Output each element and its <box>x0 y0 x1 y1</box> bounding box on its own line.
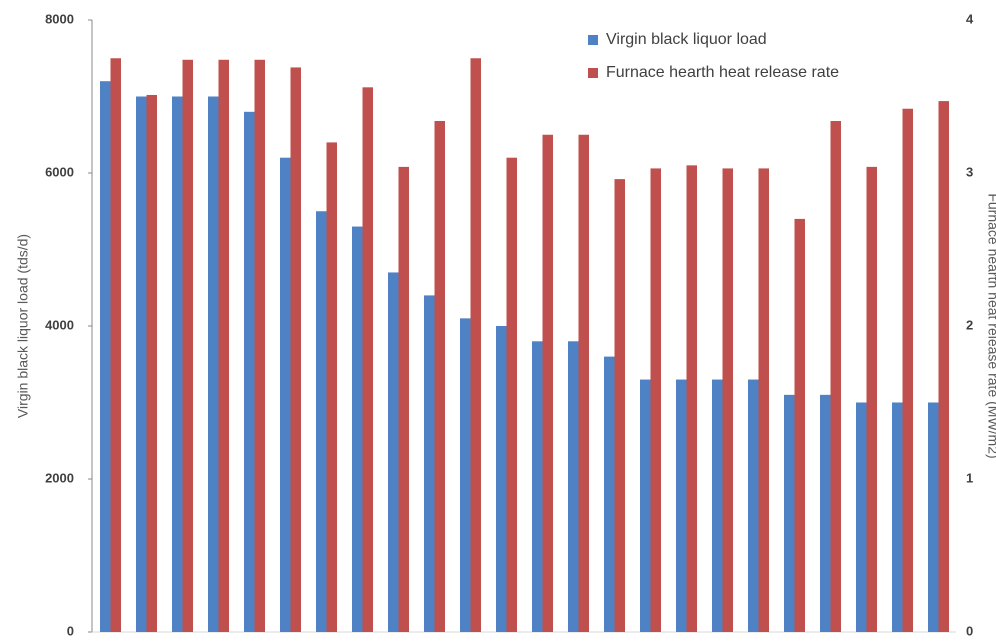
bar <box>614 179 625 632</box>
bar <box>686 165 697 632</box>
bar <box>928 402 939 632</box>
bar <box>568 341 579 632</box>
bar <box>784 394 795 632</box>
bar <box>388 272 399 632</box>
y2-tick-label: 4 <box>966 11 974 26</box>
bar <box>146 94 157 633</box>
legend-swatch <box>588 35 598 45</box>
y-axis-label: Virgin black liquor load (tds/d) <box>15 234 31 418</box>
bar <box>460 318 471 632</box>
bar <box>172 96 183 632</box>
y2-tick-label: 0 <box>966 623 973 638</box>
bar <box>316 211 327 632</box>
bar <box>434 120 445 632</box>
legend-label: Virgin black liquor load <box>606 31 767 48</box>
bar <box>218 59 229 632</box>
bar <box>578 134 589 632</box>
bar <box>136 96 147 632</box>
bar <box>110 58 121 632</box>
y-tick-label: 2000 <box>45 470 74 485</box>
bar <box>424 295 435 632</box>
bar <box>604 356 615 632</box>
bar <box>938 101 949 633</box>
bar <box>748 379 759 632</box>
bar <box>100 81 111 632</box>
bar <box>506 157 517 632</box>
bar <box>892 402 903 632</box>
bar <box>352 226 363 633</box>
bar <box>470 58 481 632</box>
bar <box>398 166 409 632</box>
bar <box>712 379 723 632</box>
y2-tick-label: 3 <box>966 164 973 179</box>
bar <box>722 168 733 632</box>
bar <box>326 142 337 632</box>
bar <box>182 59 193 632</box>
bar <box>208 96 219 632</box>
bar <box>542 134 553 632</box>
y2-axis-label: Furnace hearth heat release rate (MW/m2) <box>985 193 996 458</box>
bar <box>794 218 805 632</box>
y-tick-label: 8000 <box>45 11 74 26</box>
y-tick-label: 6000 <box>45 164 74 179</box>
bar <box>290 67 301 633</box>
y2-tick-label: 1 <box>966 470 973 485</box>
bar <box>856 402 867 632</box>
legend-label: Furnace hearth heat release rate <box>606 64 839 81</box>
bar <box>496 326 507 632</box>
bar <box>532 341 543 632</box>
bar <box>758 168 769 632</box>
y-tick-label: 0 <box>67 623 74 638</box>
legend-swatch <box>588 68 598 78</box>
bar <box>676 379 687 632</box>
bar <box>280 157 291 632</box>
bar <box>254 59 265 632</box>
bar <box>820 394 831 632</box>
bar <box>902 108 913 633</box>
bar <box>866 166 877 632</box>
y2-tick-label: 2 <box>966 317 973 332</box>
bar <box>830 120 841 632</box>
bar <box>244 111 255 633</box>
bar <box>650 168 661 632</box>
y-tick-label: 4000 <box>45 317 74 332</box>
bar <box>640 379 651 632</box>
bar <box>362 87 373 632</box>
